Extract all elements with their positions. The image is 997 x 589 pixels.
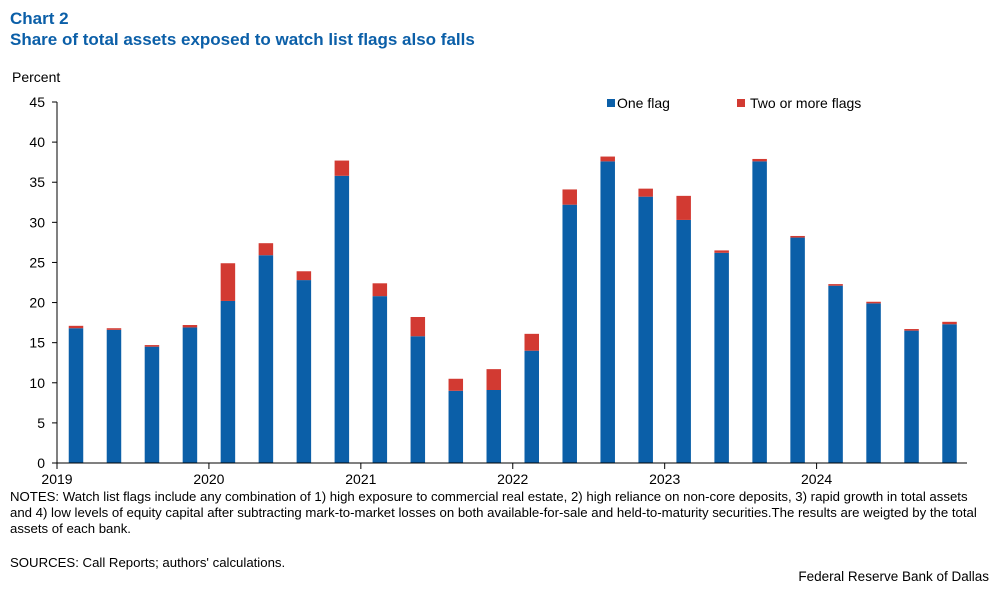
y-tick-label: 25 — [29, 254, 45, 270]
bar-two-or-more-flags — [790, 235, 805, 238]
x-tick-label: 2021 — [345, 471, 376, 487]
y-tick-label: 20 — [29, 295, 45, 311]
bar-two-or-more-flags — [866, 301, 881, 304]
bar-two-or-more-flags — [942, 321, 957, 325]
bar-two-or-more-flags — [486, 369, 502, 390]
y-tick-label: 30 — [29, 214, 45, 230]
bar-two-or-more-flags — [562, 189, 577, 205]
bar-two-or-more-flags — [182, 325, 198, 328]
bar-one-flag — [372, 296, 388, 463]
bar-two-or-more-flags — [752, 158, 767, 162]
x-tick-label: 2022 — [497, 471, 528, 487]
bar-two-or-more-flags — [904, 329, 919, 331]
bar-one-flag — [638, 196, 653, 463]
bar-one-flag — [486, 389, 502, 463]
bar-one-flag — [296, 280, 312, 463]
bar-two-or-more-flags — [372, 283, 388, 297]
bar-one-flag — [220, 300, 236, 463]
legend-label-one-flag: One flag — [617, 95, 670, 111]
bar-one-flag — [144, 346, 160, 463]
legend-swatch-one-flag — [607, 99, 615, 107]
bar-two-or-more-flags — [106, 328, 122, 330]
notes-text: NOTES: Watch list flags include any comb… — [10, 489, 977, 536]
bar-one-flag — [334, 175, 350, 463]
bar-one-flag — [410, 336, 426, 463]
bar-one-flag — [676, 219, 691, 463]
chart-title: Share of total assets exposed to watch l… — [10, 30, 475, 49]
bar-one-flag — [904, 330, 919, 463]
bar-one-flag — [942, 324, 957, 463]
y-tick-label: 15 — [29, 335, 45, 351]
bar-two-or-more-flags — [714, 250, 729, 253]
chart-label: Chart 2 — [10, 9, 69, 28]
bar-two-or-more-flags — [524, 333, 539, 351]
bar-one-flag — [866, 303, 881, 463]
x-tick-label: 2023 — [649, 471, 680, 487]
bar-two-or-more-flags — [68, 325, 84, 329]
x-tick-label: 2024 — [801, 471, 832, 487]
bar-one-flag — [562, 204, 577, 463]
bar-one-flag — [68, 328, 84, 463]
bar-one-flag — [714, 252, 729, 463]
y-tick-label: 45 — [29, 94, 45, 110]
x-tick-label: 2019 — [41, 471, 72, 487]
bar-two-or-more-flags — [220, 263, 236, 301]
bar-two-or-more-flags — [334, 160, 350, 176]
y-tick-label: 10 — [29, 375, 45, 391]
y-tick-label: 40 — [29, 134, 45, 150]
y-tick-label: 5 — [37, 415, 45, 431]
bar-one-flag — [524, 350, 539, 463]
bar-two-or-more-flags — [638, 188, 653, 197]
y-tick-label: 0 — [37, 455, 45, 471]
bar-two-or-more-flags — [676, 195, 691, 220]
sources-text: SOURCES: Call Reports; authors' calculat… — [10, 555, 286, 570]
bar-one-flag — [752, 161, 767, 463]
x-tick-label: 2020 — [193, 471, 224, 487]
bar-two-or-more-flags — [258, 243, 274, 256]
y-axis-title: Percent — [12, 69, 60, 85]
bar-one-flag — [790, 237, 805, 463]
bar-two-or-more-flags — [828, 284, 843, 286]
y-tick-label: 35 — [29, 174, 45, 190]
bar-one-flag — [828, 285, 843, 463]
bar-two-or-more-flags — [296, 271, 312, 281]
bar-one-flag — [448, 390, 464, 463]
bar-one-flag — [258, 255, 274, 463]
bar-two-or-more-flags — [410, 316, 426, 337]
bar-two-or-more-flags — [144, 345, 160, 347]
credit-text: Federal Reserve Bank of Dallas — [798, 569, 989, 584]
bar-two-or-more-flags — [448, 378, 464, 391]
legend-swatch-two-or-more-flags — [737, 99, 745, 107]
bar-two-or-more-flags — [600, 156, 615, 162]
legend-label-two-or-more-flags: Two or more flags — [750, 95, 861, 111]
bar-one-flag — [106, 329, 122, 463]
stacked-bar-chart: Percent 0 5 10 15 20 25 30 35 40 45 2019 2020 2021 202… — [12, 69, 967, 487]
bar-one-flag — [600, 161, 615, 463]
bar-one-flag — [182, 327, 198, 463]
